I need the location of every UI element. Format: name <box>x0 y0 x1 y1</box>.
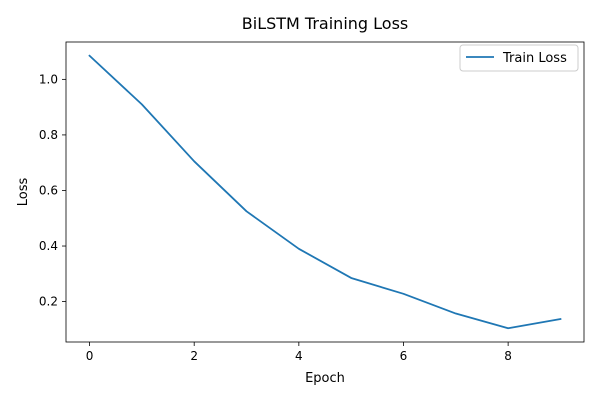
chart-title: BiLSTM Training Loss <box>242 14 408 33</box>
plot-area <box>88 54 562 330</box>
legend: Train Loss <box>459 44 579 72</box>
x-axis-label: Epoch <box>305 371 345 386</box>
legend-box <box>459 44 579 72</box>
x-tick-label: 8 <box>504 349 512 363</box>
y-tick-label: 0.8 <box>39 128 58 142</box>
x-axis: 0 2 4 6 8 <box>86 342 512 363</box>
axes-frame <box>65 41 585 343</box>
series-line-train-loss <box>88 54 562 330</box>
x-tick-label: 6 <box>400 349 408 363</box>
legend-label: Train Loss <box>502 51 567 66</box>
y-tick-label: 0.6 <box>39 183 58 197</box>
x-tick-label: 2 <box>190 349 198 363</box>
y-axis-label: Loss <box>16 178 31 207</box>
x-tick-label: 4 <box>295 349 303 363</box>
x-tick-label: 0 <box>86 349 94 363</box>
y-axis: 0.2 0.4 0.6 0.8 1.0 <box>39 72 66 309</box>
y-tick-label: 0.2 <box>39 295 58 309</box>
y-tick-label: 0.4 <box>39 239 58 253</box>
y-tick-label: 1.0 <box>39 72 58 86</box>
